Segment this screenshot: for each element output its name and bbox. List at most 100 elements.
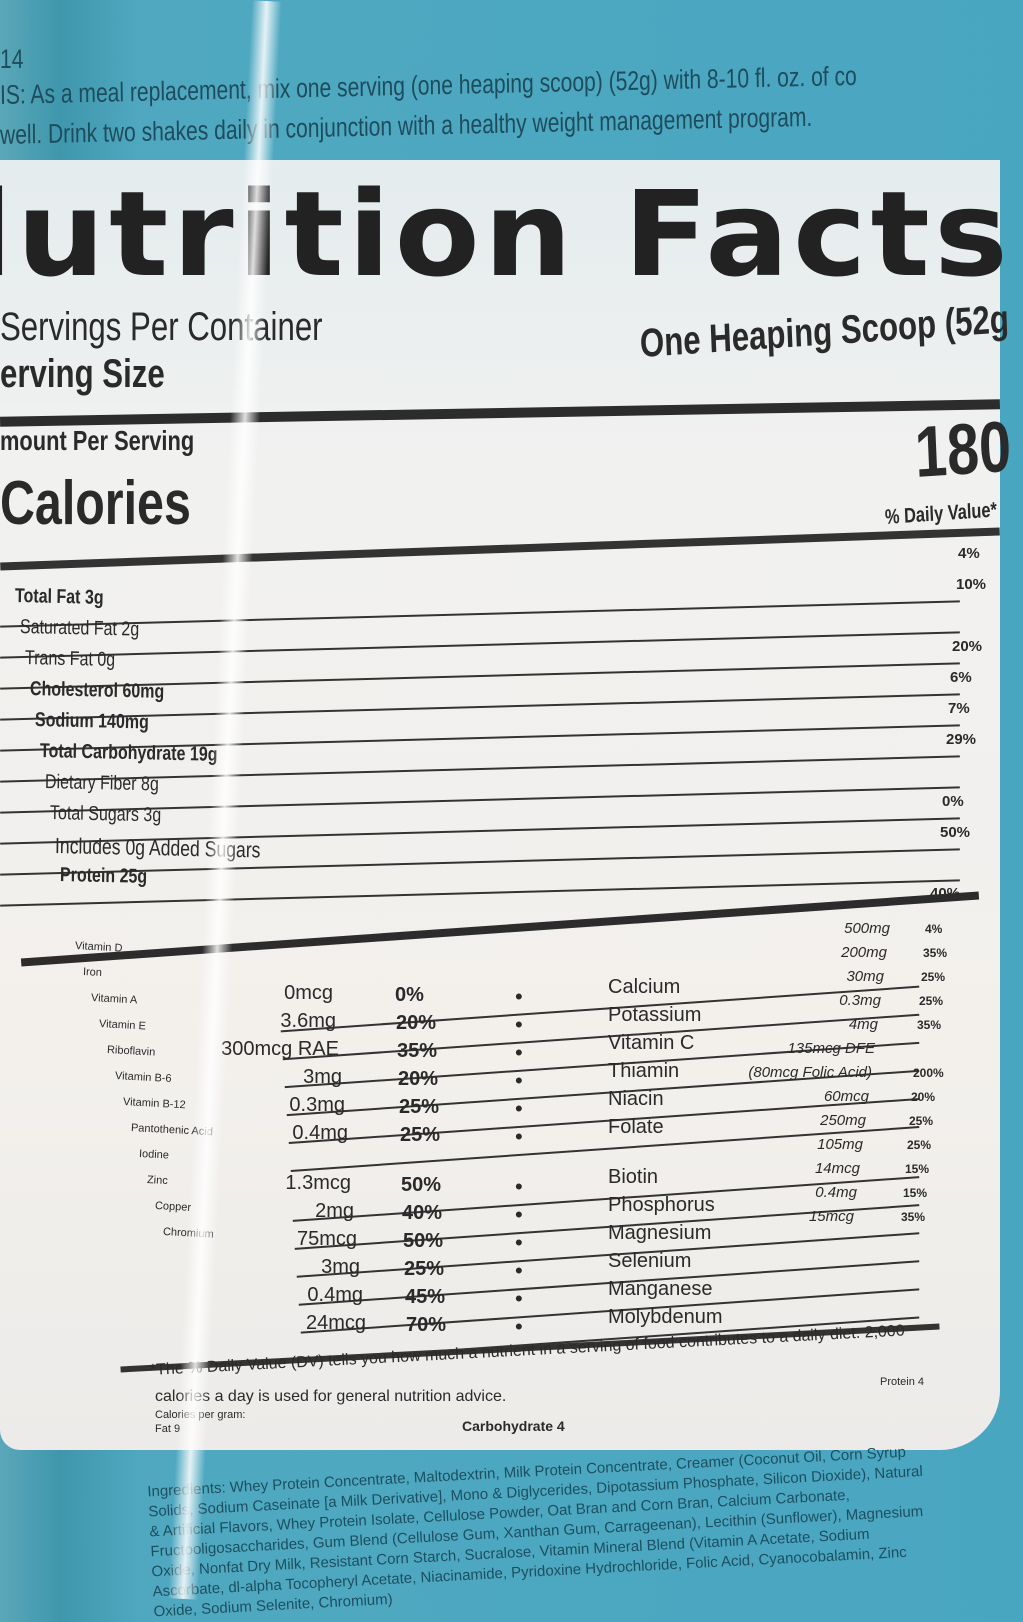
nutrient-dv: 29% [946,731,977,748]
micronutrient-amount: 0mcg [284,982,333,1004]
micronutrient-name: Manganese [608,1278,713,1300]
separator-dot: • [515,1124,523,1149]
micronutrient-amount: (80mcg Folic Acid) [748,1064,872,1081]
nutrition-facts-title: lutrition Facts [0,165,1013,303]
micronutrient-name: Vitamin E [98,1018,147,1033]
serving-size-label: erving Size [0,352,165,396]
micronutrient-dv: 25% [404,1258,445,1280]
micronutrient-name: Vitamin C [608,1032,695,1054]
micronutrient-amount: 0.4mg [292,1122,348,1144]
micronutrient-name: Zinc [146,1174,169,1188]
micronutrient-dv: 15% [905,1162,930,1176]
nutrient-dv: 10% [956,576,987,593]
nutrient-name: Saturated Fat 2g [19,616,140,641]
ingredients-text: Ingredients: Whey Protein Concentrate, M… [146,1443,924,1621]
nutrient-dv: 4% [958,545,980,562]
nutrient-dv: 20% [952,638,983,655]
micronutrient-dv: 50% [403,1230,444,1252]
separator-dot: • [515,1286,523,1311]
footnote-protein: Protein 4 [880,1376,925,1388]
micronutrient-dv: 25% [909,1114,934,1128]
micronutrient-amount: 14mcg [814,1160,860,1177]
micronutrient-name: Riboflavin [106,1044,156,1059]
micronutrient-amount: 4mg [848,1016,878,1033]
nutrient-name: Cholesterol 60mg [29,678,165,703]
footnote: calories a day is used for general nutri… [155,1388,507,1405]
micronutrient-dv: 35% [397,1040,438,1062]
separator-dot: • [515,984,523,1009]
micronutrient-dv: 4% [925,922,943,936]
micronutrient-dv: 25% [907,1138,932,1152]
micronutrient-name: Phosphorus [608,1194,715,1216]
nutrient-name: Trans Fat 0g [24,647,116,671]
micronutrient-name: Folate [608,1116,664,1138]
micronutrient-amount: 60mcg [823,1088,869,1105]
micronutrient-name: Magnesium [608,1222,712,1244]
separator-dot: • [515,1174,523,1199]
separator-dot: • [515,1202,523,1227]
micronutrient-amount: 75mcg [296,1228,357,1250]
micronutrient-dv: 70% [406,1314,447,1336]
micronutrient-amount: 0.4mg [307,1284,363,1306]
nutrient-name: Dietary Fiber 8g [44,771,159,796]
separator-dot: • [515,1040,523,1065]
micronutrient-name: Iron [82,966,103,979]
micronutrient-name: Iodine [138,1148,170,1162]
micronutrient-dv: 200% [913,1066,944,1080]
micronutrient-name: Potassium [608,1004,702,1026]
micronutrient-amount: 200mg [841,944,887,961]
micronutrient-dv: 0% [395,984,424,1006]
separator-dot: • [515,1068,523,1093]
nutrient-dv: 7% [948,700,970,717]
micronutrient-name: Molybdenum [608,1306,723,1328]
calories-label: Calories [0,469,191,538]
micronutrient-amount: 2mg [315,1200,354,1222]
micronutrient-name: Selenium [608,1250,692,1272]
servings-per-container: Servings Per Container [0,305,323,349]
micronutrient-amount: 3.6mg [280,1010,336,1032]
micronutrient-amount: 105mg [817,1136,863,1153]
micronutrient-dv: 50% [401,1174,442,1196]
micronutrient-dv: 25% [400,1124,441,1146]
micronutrient-amount: 500mg [844,920,890,937]
micronutrient-amount: 30mg [846,968,884,985]
separator-dot: • [515,1096,523,1121]
nutrient-name: Protein 25g [59,864,148,888]
separator-dot: • [515,1230,523,1255]
micronutrient-dv: 20% [911,1090,936,1104]
directions-line: well. Drink two shakes daily in conjunct… [0,101,813,150]
separator-dot: • [515,1012,523,1037]
micronutrient-dv: 35% [901,1210,926,1224]
micronutrient-amount: 0.4mg [815,1184,857,1201]
separator-dot: • [515,1258,523,1283]
micronutrient-dv: 35% [917,1018,942,1032]
micronutrient-amount: 0.3mg [289,1094,345,1116]
micronutrient-amount: 135mcg DFE [787,1040,875,1057]
micronutrient-amount: 15mcg [808,1208,854,1225]
micronutrient-dv: 25% [399,1096,440,1118]
micronutrient-name: Copper [154,1200,192,1214]
micronutrient-dv: 15% [903,1186,928,1200]
nutrient-dv: 0% [942,793,964,810]
micronutrient-amount: 1.3mcg [285,1172,351,1194]
amount-per-serving: mount Per Serving [0,425,195,456]
micronutrient-dv: 20% [396,1012,437,1034]
carbohydrate-per-gram: Carbohydrate 4 [462,1418,565,1434]
micronutrient-dv: 25% [919,994,944,1008]
micronutrient-dv: 25% [921,970,946,984]
separator-dot: • [515,1314,523,1339]
micronutrient-amount: 3mg [303,1066,342,1088]
micronutrient-name: Niacin [608,1088,664,1110]
micronutrient-dv: 35% [923,946,948,960]
nutrient-name: Total Fat 3g [14,585,104,609]
nutrient-dv: 6% [950,669,972,686]
micronutrient-name: Thiamin [608,1060,680,1082]
micronutrient-amount: 0.3mg [839,992,881,1009]
micronutrient-dv: 45% [405,1286,446,1308]
nutrient-dv: 50% [940,824,971,841]
nutrient-name: Sodium 140mg [34,709,149,734]
directions-line: 14 [0,44,24,74]
micronutrient-dv: 20% [398,1068,439,1090]
micronutrient-name: Vitamin A [90,992,138,1007]
footnote: Fat 9 [155,1423,181,1435]
